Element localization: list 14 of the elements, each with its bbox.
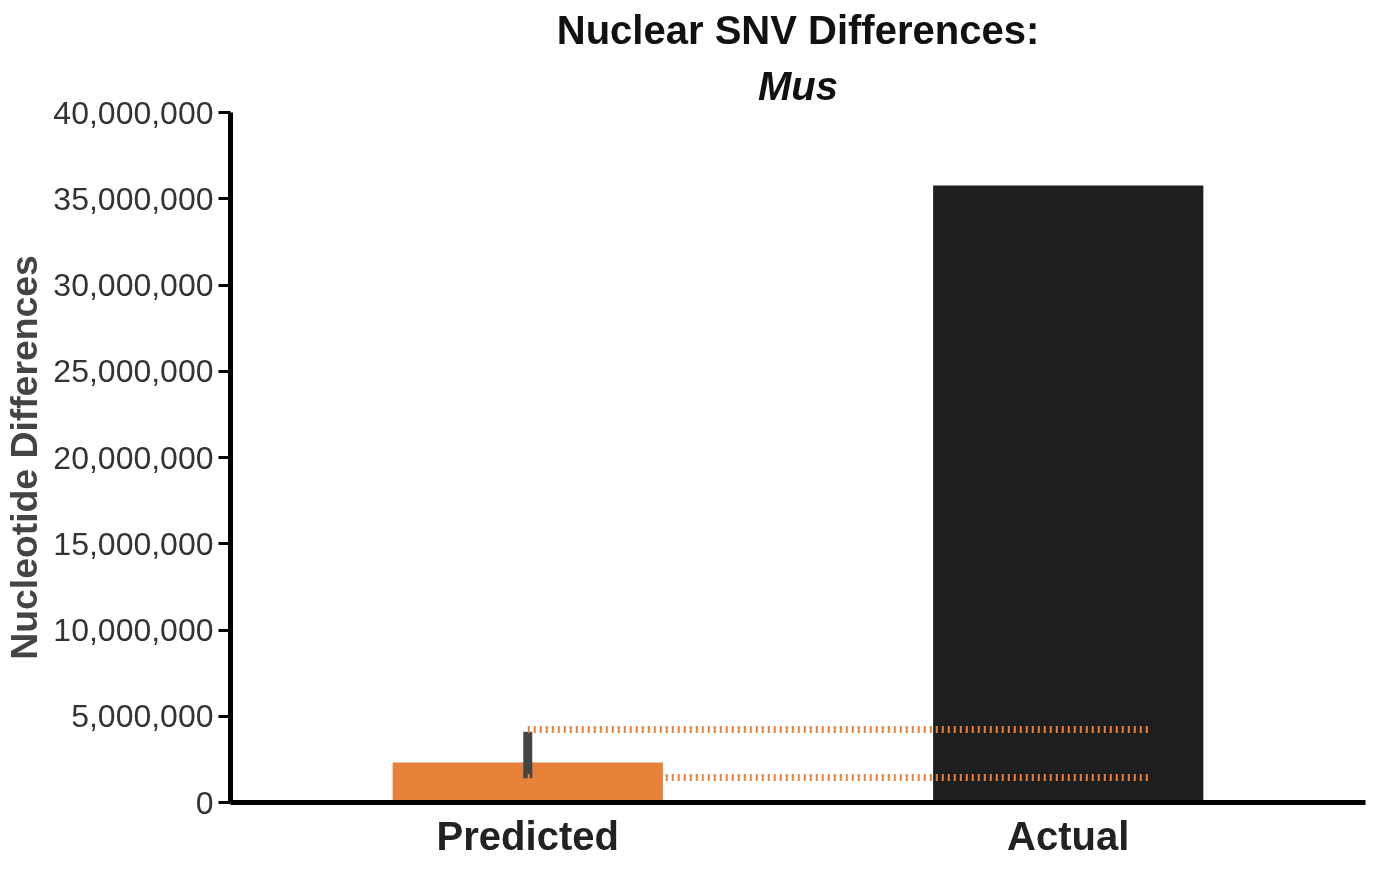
y-tick-label: 30,000,000 (53, 267, 214, 303)
chart-title: Nuclear SNV Differences: (556, 7, 1040, 52)
y-tick-label: 25,000,000 (53, 353, 214, 390)
x-tick-label: Predicted (436, 813, 619, 858)
y-tick-label: 40,000,000 (53, 94, 214, 131)
x-tick-label: Actual (1007, 813, 1130, 858)
y-axis-title: Nucleotide Differences (3, 255, 46, 660)
y-tick-label: 20,000,000 (53, 439, 214, 476)
chart-subtitle: Mus (758, 63, 838, 108)
y-tick-label: 5,000,000 (71, 698, 214, 735)
y-tick-label: 0 (195, 784, 214, 821)
y-tick-label: 10,000,000 (53, 612, 214, 648)
y-tick-label: 15,000,000 (53, 525, 214, 562)
y-tick-label: 35,000,000 (53, 180, 214, 217)
